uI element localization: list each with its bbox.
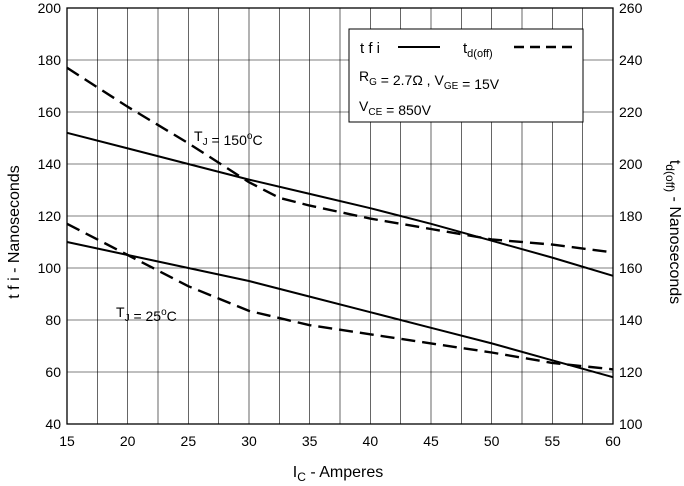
y-axis-right-label-sub: d(off) [663,164,677,192]
legend-label-tfi: t f i [360,40,380,57]
y-left-tick-label: 160 [38,104,62,120]
annotation-tj-150: TJ = 150oC [194,128,263,148]
y-left-tick-label: 80 [45,312,61,328]
y-right-tick-label: 100 [619,416,643,432]
series-group [66,66,614,379]
y-left-tick-label: 100 [38,260,62,276]
y-axis-right-label-rest: - Nanoseconds [666,192,683,304]
y-left-tick-label: 120 [38,208,62,224]
x-tick-label: 20 [120,433,136,449]
y-left-tick-label: 200 [38,0,62,16]
x-tick-label: 45 [423,433,439,449]
series-line-td-off-tj25 [66,222,614,371]
y-axis-right-label: td(off) - Nanoseconds [663,160,683,304]
series-line-td-off-tj150 [66,66,614,254]
y-left-tick-label: 40 [45,416,61,432]
legend-label-td-sub: d(off) [467,48,492,60]
y-left-tick-label: 180 [38,52,62,68]
x-tick-label: 30 [241,433,257,449]
y-right-tick-label: 240 [619,52,643,68]
annotation-tj-25: TJ = 25oC [116,304,177,324]
legend: t f i td(off) RG = 2.7Ω , VGE = 15V VCE … [348,28,584,123]
x-tick-label: 55 [545,433,561,449]
x-axis-label-main: I [293,464,297,481]
legend-conditions-rg-vge: RG = 2.7Ω , VGE = 15V [359,68,500,92]
y-axis-right-label-main: t [666,160,683,165]
legend-conditions-vce: VCE = 850V [359,98,432,118]
ticks: 15 20 25 30 35 40 45 50 55 60 40 60 80 100 120 140 160 18… [38,0,643,449]
x-tick-label: 40 [363,433,379,449]
series-line-tfi-tj150 [66,131,614,277]
plot-frame [66,7,614,425]
y-left-tick-label: 140 [38,156,62,172]
x-tick-label: 25 [181,433,197,449]
y-left-tick-label: 60 [45,364,61,380]
x-tick-label: 35 [302,433,318,449]
legend-box [348,28,584,123]
x-tick-label: 15 [59,433,75,449]
y-right-tick-label: 200 [619,156,643,172]
y-axis-left-label: t f i - Nanoseconds [6,165,23,298]
x-tick-label: 60 [605,433,621,449]
x-axis-label: IC - Amperes [293,464,383,484]
y-right-tick-label: 120 [619,364,643,380]
x-axis-label-sub: C [297,470,306,484]
y-right-tick-label: 260 [619,0,643,16]
legend-label-td: td(off) [463,40,493,60]
legend-label-td-main: t [463,40,468,57]
y-right-tick-label: 140 [619,312,643,328]
y-right-tick-label: 220 [619,104,643,120]
x-tick-label: 50 [484,433,500,449]
x-axis-label-rest: - Amperes [306,464,383,481]
series-line-tfi-tj25 [66,241,614,379]
y-right-tick-label: 180 [619,208,643,224]
y-right-tick-label: 160 [619,260,643,276]
